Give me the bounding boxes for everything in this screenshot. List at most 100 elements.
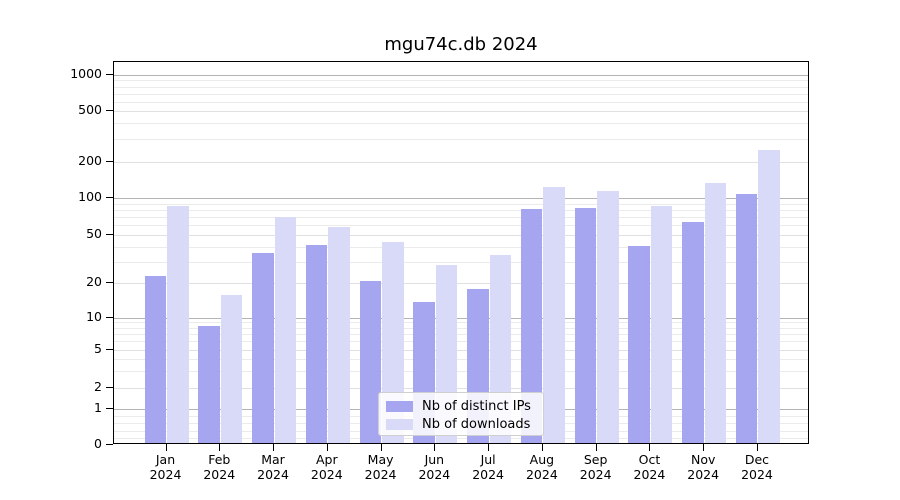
y-tick-mark bbox=[106, 349, 113, 350]
y-tick-mark bbox=[106, 197, 113, 198]
bar-downloads-mar bbox=[274, 216, 297, 443]
y-tick-mark bbox=[106, 444, 113, 445]
x-tick-label: Jun 2024 bbox=[418, 452, 451, 482]
major-gridline bbox=[114, 317, 808, 319]
legend-item-downloads: Nb of downloads bbox=[386, 416, 536, 433]
minor-gridline bbox=[114, 437, 808, 439]
sub-gridline bbox=[114, 235, 808, 236]
x-tick-mark bbox=[488, 444, 490, 451]
y-tick-mark bbox=[106, 74, 113, 75]
minor-gridline bbox=[114, 322, 808, 324]
y-tick-mark bbox=[106, 234, 113, 235]
minor-gridline bbox=[114, 225, 808, 227]
sub-gridline bbox=[114, 350, 808, 351]
bar-downloads-feb bbox=[220, 295, 243, 443]
y-tick-label: 50 bbox=[86, 226, 102, 241]
x-tick-mark bbox=[273, 444, 275, 451]
bar-distinct-ips-apr bbox=[305, 244, 328, 443]
x-tick-mark bbox=[756, 444, 758, 451]
major-gridline bbox=[114, 198, 808, 199]
x-tick-label: May 2024 bbox=[364, 452, 397, 482]
y-tick-label: 1000 bbox=[70, 66, 102, 81]
minor-gridline bbox=[114, 327, 808, 329]
bar-downloads-jan bbox=[167, 205, 189, 443]
minor-gridline bbox=[114, 217, 808, 219]
y-tick-label: 10 bbox=[86, 308, 102, 324]
minor-gridline bbox=[114, 341, 808, 343]
x-tick-label: Mar 2024 bbox=[257, 452, 289, 482]
bar-downloads-aug bbox=[543, 186, 565, 443]
sub-gridline bbox=[114, 283, 808, 284]
y-tick-label: 5 bbox=[94, 341, 102, 356]
bar-downloads-dec bbox=[758, 149, 780, 443]
y-tick-label: 200 bbox=[78, 153, 102, 168]
bar-distinct-ips-jan bbox=[144, 276, 166, 443]
x-tick-mark bbox=[541, 444, 543, 451]
y-tick-mark bbox=[106, 408, 113, 409]
x-tick-mark bbox=[219, 444, 221, 451]
minor-gridline bbox=[114, 359, 808, 361]
y-tick-label: 2 bbox=[94, 379, 102, 394]
legend-label-distinct-ips: Nb of distinct IPs bbox=[422, 399, 531, 414]
y-tick-label: 0 bbox=[94, 436, 102, 451]
legend-swatch-downloads-icon bbox=[386, 419, 413, 430]
bar-distinct-ips-sep bbox=[574, 207, 597, 443]
y-tick-mark bbox=[106, 387, 113, 388]
minor-gridline bbox=[114, 101, 808, 103]
minor-gridline bbox=[114, 261, 808, 263]
minor-gridline bbox=[114, 334, 808, 336]
major-gridline bbox=[114, 75, 808, 76]
bar-distinct-ips-mar bbox=[252, 253, 274, 443]
bar-distinct-ips-feb bbox=[198, 325, 220, 443]
minor-gridline bbox=[114, 123, 808, 125]
x-tick-mark bbox=[326, 444, 328, 451]
x-tick-label: Apr 2024 bbox=[310, 452, 343, 482]
x-tick-label: Jul 2024 bbox=[472, 452, 505, 482]
y-tick-mark bbox=[106, 282, 113, 283]
y-tick-label: 20 bbox=[86, 274, 102, 289]
bar-downloads-nov bbox=[704, 183, 727, 443]
x-tick-label: Dec 2024 bbox=[741, 452, 773, 482]
legend-item-distinct-ips: Nb of distinct IPs bbox=[386, 398, 536, 415]
minor-gridline bbox=[114, 246, 808, 248]
sub-gridline bbox=[114, 162, 808, 163]
bar-distinct-ips-dec bbox=[735, 194, 758, 443]
minor-gridline bbox=[114, 371, 808, 373]
bar-distinct-ips-nov bbox=[682, 222, 704, 443]
x-tick-mark bbox=[703, 444, 705, 451]
legend-swatch-distinct-ips-icon bbox=[386, 401, 413, 412]
x-tick-mark bbox=[649, 444, 651, 451]
minor-gridline bbox=[114, 86, 808, 88]
bar-downloads-sep bbox=[597, 191, 619, 443]
x-tick-label: Sep 2024 bbox=[579, 452, 612, 482]
legend: Nb of distinct IPs Nb of downloads bbox=[378, 392, 544, 436]
bar-distinct-ips-oct bbox=[628, 246, 650, 443]
x-tick-label: Oct 2024 bbox=[633, 452, 666, 482]
y-tick-label: 500 bbox=[78, 102, 102, 117]
sub-gridline bbox=[114, 111, 808, 112]
x-tick-mark bbox=[595, 444, 597, 451]
bar-distinct-ips-may bbox=[359, 281, 382, 443]
y-tick-label: 100 bbox=[78, 189, 102, 204]
x-tick-mark bbox=[165, 444, 167, 451]
x-tick-label: Aug 2024 bbox=[525, 452, 558, 482]
x-tick-mark bbox=[380, 444, 382, 451]
x-tick-mark bbox=[434, 444, 436, 451]
minor-gridline bbox=[114, 209, 808, 211]
x-tick-label: Feb 2024 bbox=[203, 452, 236, 482]
y-tick-mark bbox=[106, 110, 113, 111]
chart-title: mgu74c.db 2024 bbox=[384, 34, 538, 55]
y-tick-mark bbox=[106, 161, 113, 162]
minor-gridline bbox=[114, 93, 808, 95]
sub-gridline bbox=[114, 388, 808, 389]
legend-label-downloads: Nb of downloads bbox=[422, 417, 531, 432]
x-tick-label: Nov 2024 bbox=[687, 452, 720, 482]
minor-gridline bbox=[114, 80, 808, 82]
bar-distinct-ips-aug bbox=[520, 208, 543, 443]
minor-gridline bbox=[114, 203, 808, 205]
minor-gridline bbox=[114, 139, 808, 141]
bar-downloads-apr bbox=[328, 226, 350, 443]
x-tick-label: Jan 2024 bbox=[149, 452, 182, 482]
bar-downloads-oct bbox=[650, 205, 673, 443]
